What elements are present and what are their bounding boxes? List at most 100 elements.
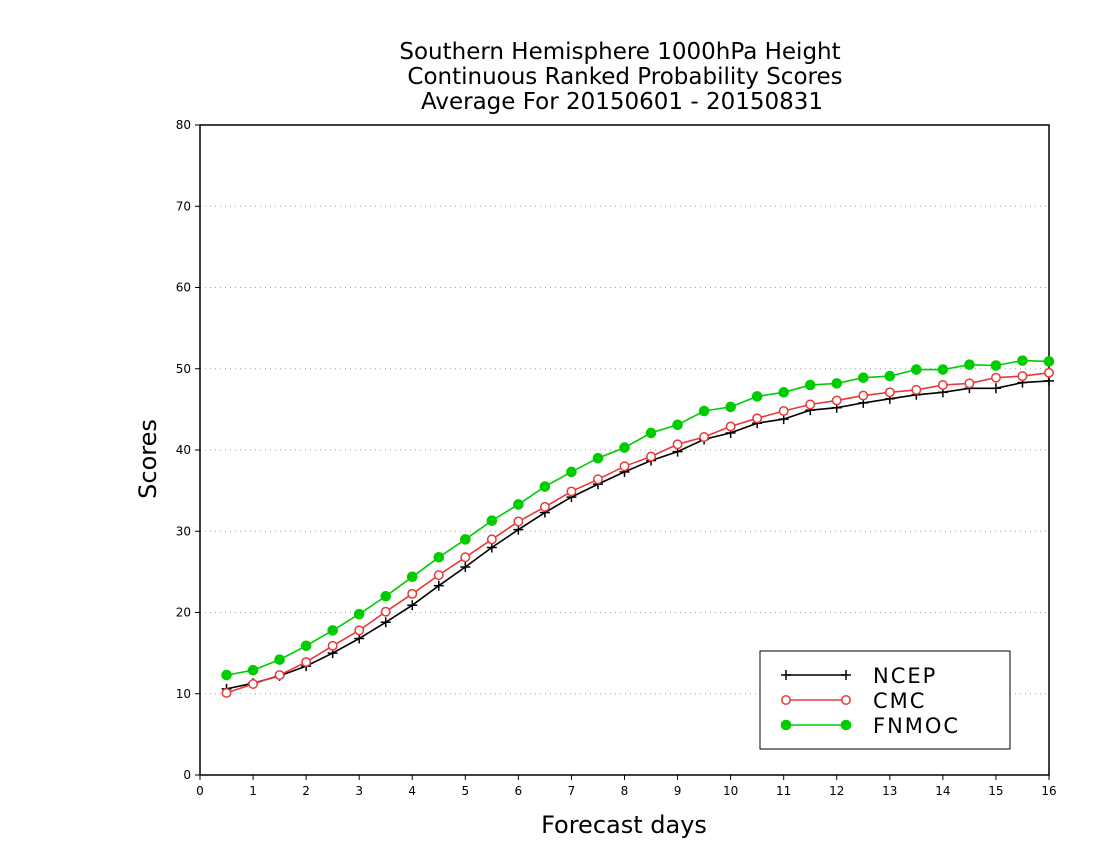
x-tick-label: 0 bbox=[196, 784, 204, 798]
x-tick-label: 15 bbox=[988, 784, 1003, 798]
data-point-cmc bbox=[380, 606, 391, 617]
title-line-1: Southern Hemisphere 1000hPa Height bbox=[399, 39, 840, 65]
y-tick-label: 20 bbox=[176, 606, 191, 620]
legend-label-cmc: CMC bbox=[873, 689, 926, 713]
data-point-cmc bbox=[699, 432, 710, 442]
data-point-cmc bbox=[354, 625, 365, 636]
data-point-ncep bbox=[460, 562, 471, 572]
data-point-cmc bbox=[1017, 371, 1028, 382]
legend-marker-cmc bbox=[781, 695, 791, 705]
data-point-cmc bbox=[990, 372, 1001, 383]
series-line-cmc bbox=[226, 372, 1050, 694]
data-point-ncep bbox=[380, 617, 391, 628]
data-point-fnmoc bbox=[327, 625, 338, 636]
title-line-2: Continuous Ranked Probability Scores bbox=[407, 64, 842, 90]
series-line-fnmoc bbox=[226, 359, 1050, 676]
title-line-3: Average For 20150601 - 20150831 bbox=[421, 89, 823, 115]
x-tick-label: 14 bbox=[935, 784, 950, 798]
data-point-cmc bbox=[964, 378, 975, 389]
data-point-cmc bbox=[646, 451, 656, 462]
x-tick-label: 9 bbox=[674, 784, 682, 798]
data-point-fnmoc bbox=[539, 481, 551, 492]
data-point-ncep bbox=[990, 383, 1001, 394]
data-point-cmc bbox=[539, 501, 550, 512]
x-tick-label: 5 bbox=[461, 784, 469, 798]
legend-label-ncep: NCEP bbox=[873, 664, 937, 688]
legend-marker-cmc bbox=[841, 695, 851, 705]
x-axis: 0 1 2 3 4 5 6 7 8 9 10 11 12 13 14 15 16 bbox=[196, 775, 1057, 798]
data-point-fnmoc bbox=[247, 664, 259, 676]
x-axis-label: Forecast days bbox=[541, 811, 707, 839]
data-point-fnmoc bbox=[1043, 356, 1055, 367]
x-tick-label: 2 bbox=[302, 784, 310, 798]
data-point-fnmoc bbox=[911, 364, 922, 375]
data-point-cmc bbox=[460, 552, 471, 563]
data-point-cmc bbox=[858, 390, 869, 401]
chart-title: Southern Hemisphere 1000hPa Height Conti… bbox=[399, 39, 842, 115]
y-axis: 0 10 20 30 40 50 60 70 80 bbox=[176, 118, 200, 782]
data-point-cmc bbox=[725, 421, 736, 432]
data-point-cmc bbox=[248, 679, 259, 689]
data-point-cmc bbox=[274, 670, 285, 681]
data-point-fnmoc bbox=[460, 534, 471, 545]
data-point-fnmoc bbox=[672, 419, 683, 431]
data-point-fnmoc bbox=[566, 466, 577, 478]
legend-item-ncep: NCEP bbox=[781, 664, 937, 688]
data-point-cmc bbox=[911, 384, 922, 395]
legend-marker-fnmoc bbox=[840, 719, 852, 731]
x-tick-label: 8 bbox=[621, 784, 629, 798]
data-point-fnmoc bbox=[353, 608, 365, 620]
data-point-fnmoc bbox=[433, 551, 445, 563]
data-point-fnmoc bbox=[698, 405, 710, 417]
data-point-cmc bbox=[593, 474, 603, 485]
legend-item-cmc: CMC bbox=[781, 689, 926, 713]
data-point-cmc bbox=[221, 687, 232, 698]
x-tick-label: 4 bbox=[408, 784, 416, 798]
data-point-cmc bbox=[513, 516, 524, 527]
legend-item-fnmoc: FNMOC bbox=[780, 714, 958, 738]
data-point-fnmoc bbox=[857, 372, 869, 383]
x-tick-label: 13 bbox=[882, 784, 897, 798]
y-tick-label: 80 bbox=[176, 118, 191, 132]
y-tick-label: 60 bbox=[176, 281, 191, 295]
data-point-cmc bbox=[831, 395, 842, 406]
data-point-fnmoc bbox=[380, 590, 392, 602]
data-point-fnmoc bbox=[592, 452, 604, 464]
data-point-cmc bbox=[672, 439, 683, 450]
data-point-fnmoc bbox=[831, 378, 843, 389]
legend-marker-ncep bbox=[781, 670, 791, 680]
data-point-fnmoc bbox=[990, 360, 1002, 371]
data-point-cmc bbox=[433, 570, 444, 581]
data-point-fnmoc bbox=[486, 515, 498, 526]
series-cmc bbox=[221, 367, 1054, 698]
y-tick-label: 70 bbox=[176, 199, 191, 213]
x-tick-label: 11 bbox=[776, 784, 791, 798]
data-point-fnmoc bbox=[778, 387, 789, 398]
data-point-fnmoc bbox=[221, 669, 232, 681]
y-tick-label: 50 bbox=[176, 362, 191, 376]
data-point-fnmoc bbox=[619, 442, 630, 453]
data-point-cmc bbox=[752, 413, 763, 424]
x-tick-label: 16 bbox=[1041, 784, 1056, 798]
x-tick-label: 12 bbox=[829, 784, 844, 798]
data-point-cmc bbox=[486, 534, 497, 545]
data-point-fnmoc bbox=[1017, 355, 1028, 366]
data-point-fnmoc bbox=[804, 379, 816, 391]
data-point-fnmoc bbox=[513, 499, 524, 510]
series-line-ncep bbox=[226, 380, 1050, 690]
legend-marker-fnmoc bbox=[780, 719, 792, 731]
data-point-fnmoc bbox=[751, 391, 763, 402]
y-tick-label: 0 bbox=[183, 768, 191, 782]
x-tick-label: 1 bbox=[249, 784, 257, 798]
data-point-ncep bbox=[433, 580, 444, 591]
data-point-fnmoc bbox=[300, 640, 312, 652]
data-point-fnmoc bbox=[645, 427, 657, 439]
data-point-cmc bbox=[566, 486, 577, 497]
data-point-fnmoc bbox=[725, 401, 736, 413]
series-ncep bbox=[221, 375, 1054, 694]
x-tick-label: 3 bbox=[355, 784, 363, 798]
legend-marker-ncep bbox=[841, 670, 851, 680]
y-tick-label: 40 bbox=[176, 443, 191, 457]
